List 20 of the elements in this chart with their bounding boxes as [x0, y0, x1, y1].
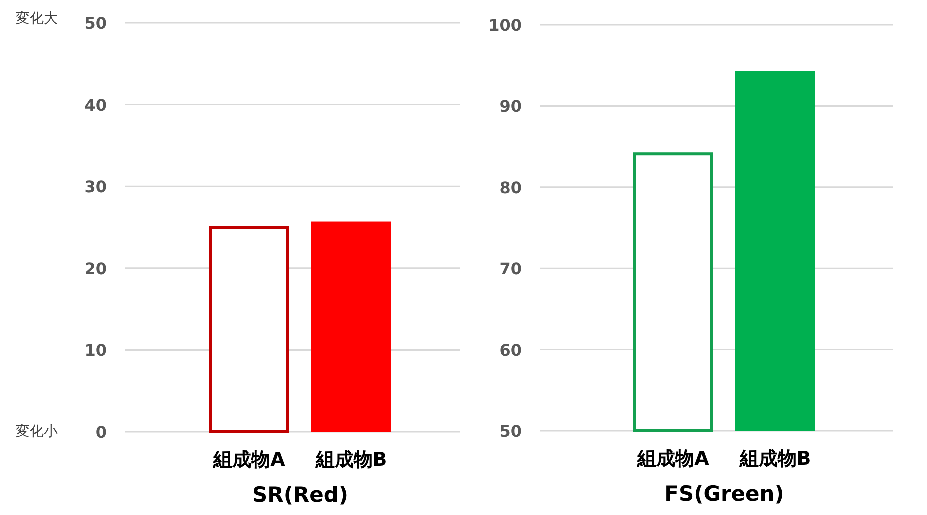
y-tick-label: 40	[84, 96, 107, 115]
x-tick-label: 組成物B	[738, 448, 812, 470]
x-axis-title: FS(Green)	[664, 482, 784, 506]
y-tick-label: 50	[500, 422, 522, 441]
x-tick-label: 組成物B	[314, 449, 388, 471]
y-tick-label: 100	[488, 16, 522, 35]
y-tick-label: 0	[96, 423, 107, 442]
y-tick-label: 50	[84, 14, 107, 33]
x-axis-title: SR(Red)	[252, 483, 348, 507]
y-tick-label: 60	[500, 340, 522, 360]
y-tick-label: 20	[84, 259, 107, 278]
y-tick-label: 70	[500, 260, 522, 279]
y-tick-label: 90	[500, 97, 522, 116]
y-tick-label: 30	[84, 178, 107, 197]
text: 変化大	[16, 11, 58, 27]
x-tick-label: 組成物A	[212, 449, 286, 471]
x-tick-label: 組成物A	[636, 448, 710, 470]
y-tick-label: 10	[84, 341, 107, 360]
y-tick-label: 80	[500, 178, 522, 198]
text: 変化小	[16, 424, 58, 440]
